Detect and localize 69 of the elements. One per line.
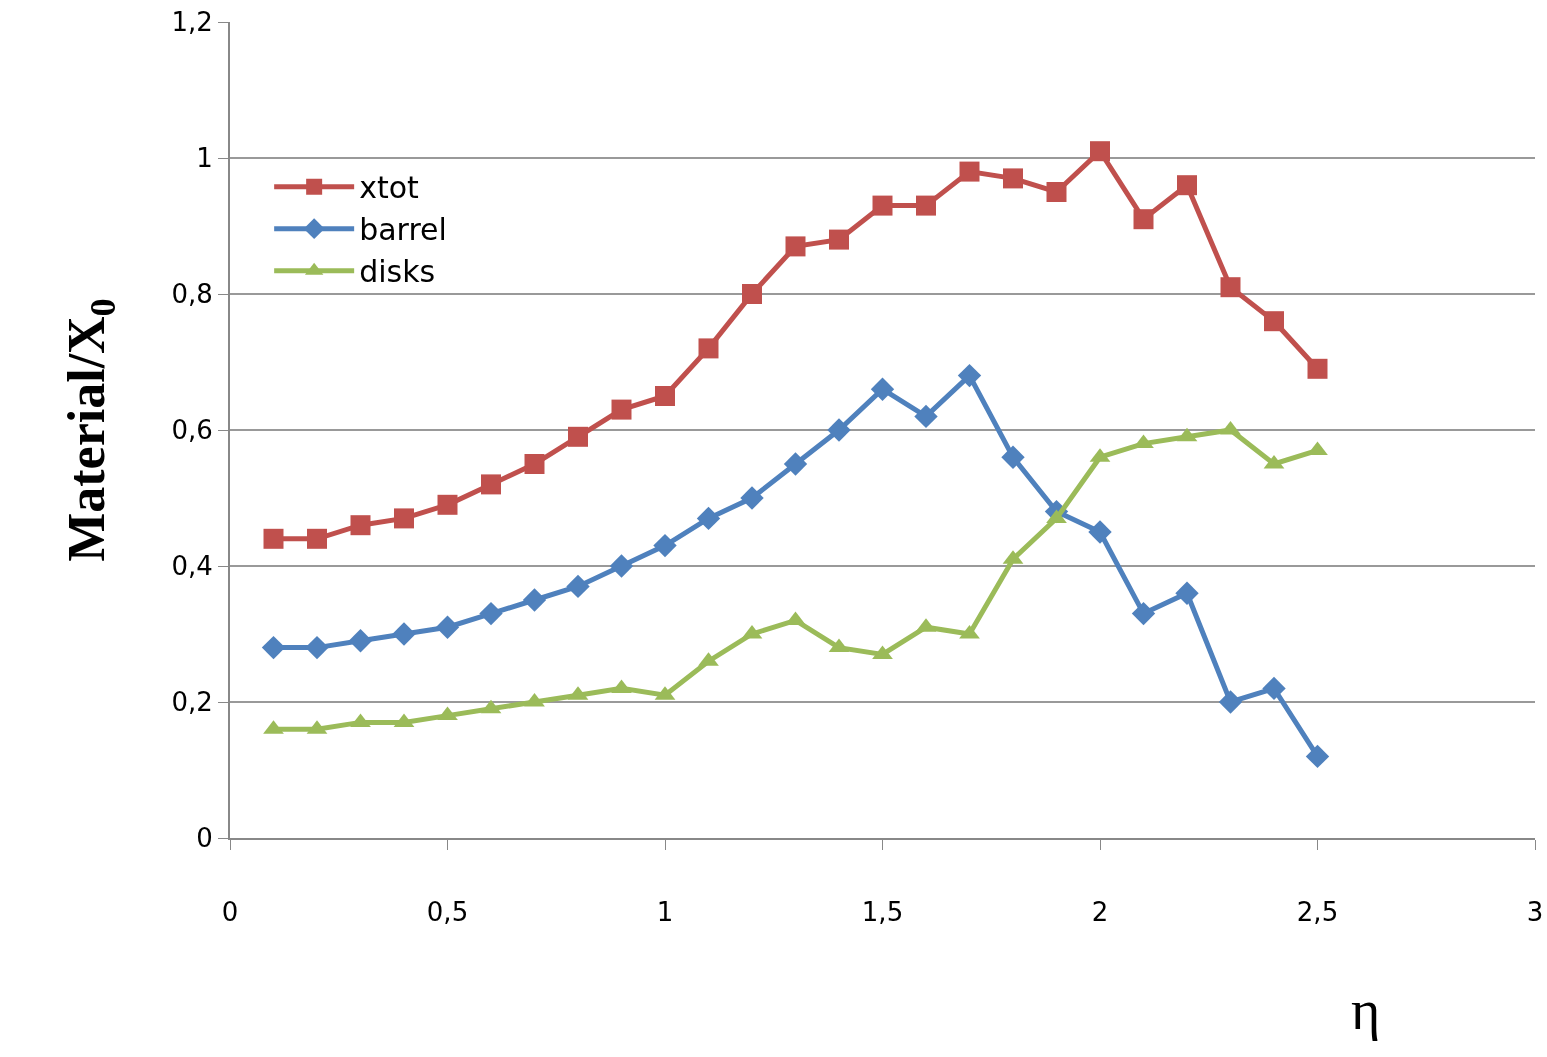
point <box>829 229 849 250</box>
point <box>742 284 762 304</box>
point <box>916 195 936 216</box>
point <box>957 363 982 388</box>
point <box>1262 676 1286 701</box>
point <box>1003 168 1023 189</box>
point <box>914 404 938 429</box>
x-tick-label: 1,5 <box>861 897 904 928</box>
point <box>350 515 371 536</box>
point <box>872 195 893 216</box>
point <box>1133 209 1154 230</box>
y-tick-label: 0,2 <box>171 687 213 718</box>
x-tick-label: 2 <box>1091 897 1109 928</box>
point <box>1218 690 1243 714</box>
point <box>1307 358 1328 379</box>
x-tick-label: 2,5 <box>1296 897 1339 928</box>
point <box>481 474 501 495</box>
point <box>1088 520 1112 544</box>
point <box>566 574 590 599</box>
point <box>740 486 764 510</box>
legend-label: xtot <box>359 170 420 206</box>
x-tick-label: 0 <box>221 897 239 928</box>
point <box>305 635 329 660</box>
point <box>1264 311 1284 332</box>
point <box>696 506 721 531</box>
point <box>348 629 373 653</box>
point <box>783 452 808 476</box>
point <box>611 399 632 420</box>
point <box>1305 744 1330 769</box>
point <box>653 533 677 558</box>
legend-label: disks <box>359 254 436 290</box>
legend-label: barrel <box>359 212 447 248</box>
point <box>522 588 547 612</box>
point <box>827 418 851 442</box>
x-axis-title: η <box>1351 979 1381 1041</box>
x-tick-label: 0,5 <box>426 897 469 928</box>
point <box>1131 601 1156 626</box>
point <box>609 554 634 578</box>
point <box>435 615 460 639</box>
point <box>437 494 458 515</box>
point <box>479 601 503 626</box>
point <box>263 528 284 549</box>
point <box>698 338 719 359</box>
point <box>307 528 327 549</box>
point <box>1175 581 1199 605</box>
point <box>1220 277 1241 298</box>
point <box>1090 141 1110 162</box>
y-tick-label: 1 <box>196 143 213 174</box>
point <box>437 706 458 721</box>
point <box>1133 434 1154 449</box>
y-tick-label: 1,2 <box>171 7 213 38</box>
y-tick-label: 0,6 <box>171 415 213 446</box>
point <box>655 386 675 406</box>
y-tick-label: 0,4 <box>171 551 213 582</box>
point <box>261 635 286 660</box>
point <box>785 236 806 257</box>
point <box>1001 445 1025 469</box>
x-tick-label: 3 <box>1526 897 1544 928</box>
point <box>568 426 588 447</box>
point <box>394 508 414 529</box>
point <box>959 161 980 182</box>
point <box>524 454 545 474</box>
point <box>1046 182 1067 202</box>
x-tick-label: 1 <box>656 897 674 928</box>
point <box>870 377 895 401</box>
y-tick-label: 0 <box>196 823 213 854</box>
point <box>392 622 416 646</box>
point <box>1177 175 1197 196</box>
y-tick-label: 0,8 <box>171 279 213 310</box>
